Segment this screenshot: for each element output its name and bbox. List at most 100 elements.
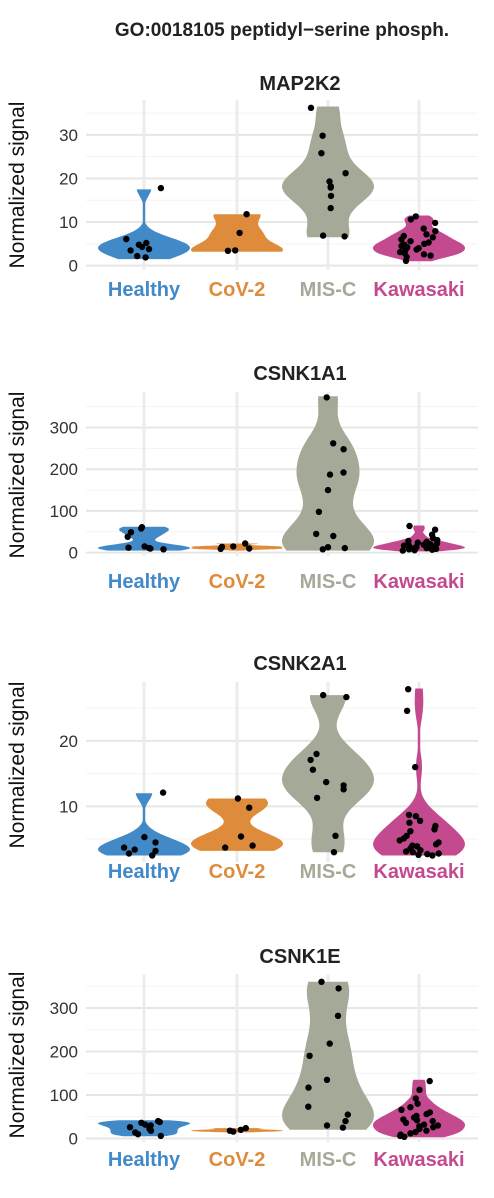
data-point-kawasaki (411, 547, 418, 554)
data-point-healthy (160, 546, 167, 553)
data-point-kawasaki (401, 1133, 408, 1141)
y-tick-label: 100 (50, 1086, 78, 1105)
data-point-healthy (147, 545, 154, 552)
data-point-mis-c (344, 1111, 351, 1118)
panel-csnk1a1: CSNK1A1 0 100 200 300 Normalized signal Health… (6, 363, 478, 593)
data-point-mis-c (327, 184, 334, 191)
data-point-cov-2 (243, 211, 250, 218)
data-point-kawasaki (398, 242, 405, 250)
data-point-cov-2 (237, 833, 245, 840)
data-point-mis-c (330, 532, 337, 540)
data-point-mis-c (323, 1076, 331, 1084)
data-point-kawasaki (405, 686, 412, 693)
data-point-kawasaki (402, 1119, 410, 1127)
data-point-healthy (142, 1121, 149, 1128)
data-point-mis-c (324, 544, 332, 551)
data-point-healthy (156, 1118, 163, 1126)
x-tick-label-mis-c: MIS-C (300, 861, 357, 883)
x-tick-label-healthy: Healthy (108, 1149, 181, 1171)
violin-kawasaki (373, 688, 465, 856)
data-point-kawasaki (403, 707, 411, 714)
data-point-kawasaki (423, 1127, 430, 1134)
data-point-mis-c (326, 178, 333, 185)
data-point-mis-c (318, 978, 325, 985)
y-tick-label: 200 (50, 460, 78, 479)
x-tick-label-kawasaki: Kawasaki (373, 861, 464, 883)
data-point-mis-c (319, 546, 326, 553)
data-point-healthy (131, 846, 138, 853)
y-tick-label: 200 (50, 1042, 78, 1061)
data-point-healthy (125, 544, 132, 551)
violin-mis-c (282, 106, 374, 238)
data-point-cov-2 (224, 247, 232, 254)
data-point-mis-c (319, 232, 327, 239)
data-point-mis-c (309, 766, 317, 773)
x-tick-label-cov-2: CoV-2 (209, 1149, 266, 1171)
data-point-kawasaki (429, 1117, 436, 1125)
data-point-healthy (147, 1127, 155, 1134)
data-point-kawasaki (423, 231, 430, 238)
data-point-healthy (125, 850, 133, 857)
panel-title: CSNK2A1 (253, 653, 346, 675)
y-axis-label: Normalized signal (6, 972, 29, 1139)
data-point-kawasaki (424, 850, 431, 858)
y-tick-label: 0 (69, 257, 78, 276)
x-tick-label-kawasaki: Kawasaki (373, 279, 464, 301)
data-point-mis-c (326, 1040, 333, 1047)
y-axis-label: Normalized signal (6, 682, 29, 849)
data-point-mis-c (313, 750, 320, 758)
data-point-cov-2 (217, 545, 224, 553)
violin-cov-2 (191, 798, 283, 851)
data-point-cov-2 (246, 545, 253, 552)
violin-cov-2 (191, 1128, 283, 1133)
data-point-kawasaki (407, 216, 415, 223)
data-point-healthy (141, 833, 148, 841)
data-point-kawasaki (402, 848, 410, 855)
data-point-healthy (159, 789, 167, 796)
data-point-cov-2 (242, 1124, 249, 1132)
data-point-mis-c (330, 440, 337, 447)
data-point-healthy (157, 1132, 164, 1140)
data-point-mis-c (327, 204, 334, 212)
data-point-cov-2 (230, 1128, 237, 1135)
data-point-kawasaki (435, 850, 442, 857)
data-point-mis-c (305, 1103, 312, 1110)
data-point-healthy (123, 235, 130, 243)
data-point-kawasaki (398, 1106, 405, 1114)
data-point-kawasaki (400, 542, 408, 549)
data-point-kawasaki (412, 763, 419, 771)
y-tick-label: 300 (50, 418, 78, 437)
violin-mis-c (282, 981, 374, 1130)
data-point-kawasaki (405, 546, 413, 553)
figure-suptitle: GO:0018105 peptidyl−serine phosph. (115, 20, 449, 41)
x-tick-label-mis-c: MIS-C (300, 1149, 357, 1171)
data-point-mis-c (335, 985, 342, 992)
data-point-cov-2 (232, 247, 239, 254)
data-point-kawasaki (429, 852, 436, 859)
data-point-mis-c (318, 150, 325, 157)
violin-healthy (98, 526, 190, 551)
data-point-mis-c (324, 486, 332, 494)
data-point-mis-c (307, 756, 314, 764)
x-tick-label-healthy: Healthy (108, 279, 181, 301)
panel-csnk2a1: CSNK2A1 10 20 Normalized signal Healthy CoV-2… (6, 653, 478, 883)
data-point-kawasaki (416, 817, 424, 824)
data-point-kawasaki (432, 228, 439, 235)
data-point-kawasaki (399, 547, 406, 554)
data-point-kawasaki (431, 219, 439, 227)
data-point-mis-c (327, 192, 335, 200)
data-point-mis-c (343, 693, 350, 701)
data-point-healthy (149, 852, 156, 859)
y-tick-label: 0 (69, 544, 78, 563)
y-axis-label: Normalized signal (6, 102, 29, 269)
data-point-kawasaki (407, 1130, 414, 1137)
data-point-mis-c (306, 1052, 313, 1060)
data-point-mis-c (320, 691, 327, 699)
violin-cov-2 (191, 543, 283, 551)
data-point-kawasaki (402, 257, 410, 264)
data-point-kawasaki (407, 828, 414, 835)
data-point-mis-c (332, 832, 339, 839)
data-point-healthy (138, 525, 145, 532)
data-point-mis-c (340, 469, 347, 476)
y-tick-label: 10 (59, 797, 78, 816)
